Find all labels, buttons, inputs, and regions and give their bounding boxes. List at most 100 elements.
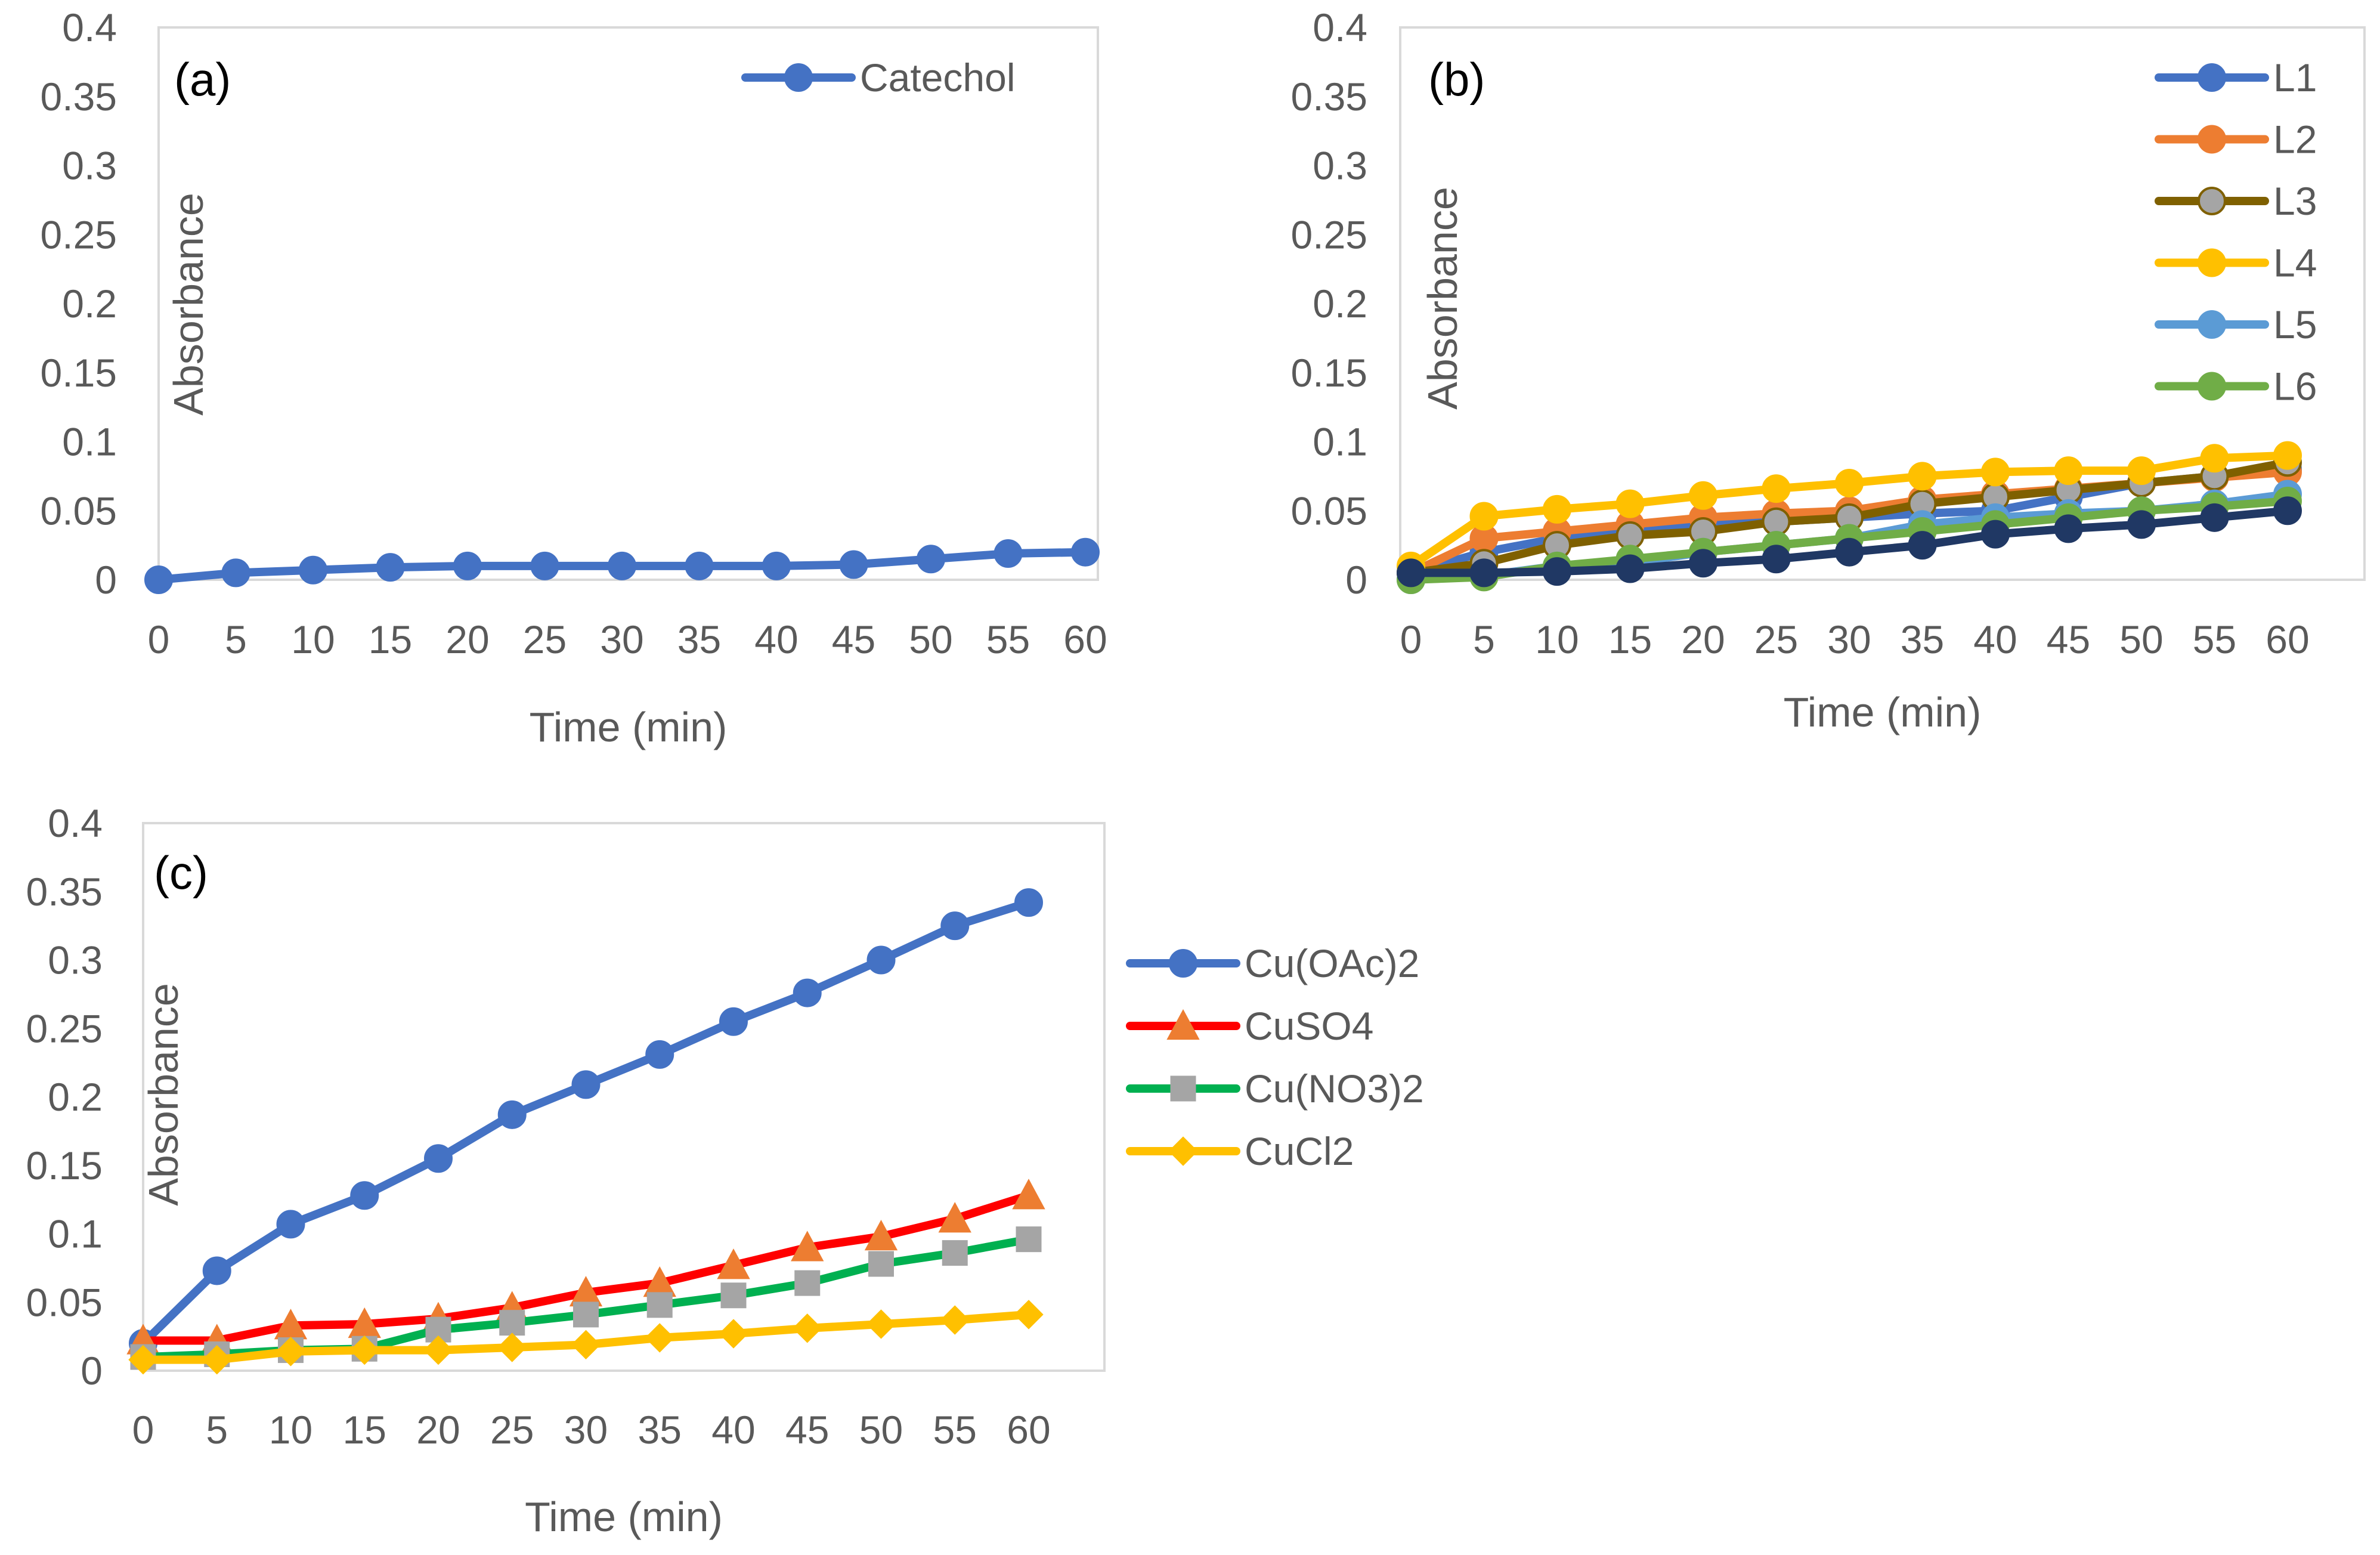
x-tick-label: 15 <box>343 1408 386 1452</box>
data-point <box>1543 494 1571 524</box>
data-point <box>1835 468 1864 497</box>
data-point <box>299 555 327 585</box>
data-point <box>221 558 250 588</box>
data-point <box>276 1210 305 1239</box>
y-tick-label: 0.2 <box>1313 282 1367 326</box>
data-point <box>1689 481 1717 510</box>
y-tick-label: 0.15 <box>41 351 117 395</box>
data-point <box>530 551 559 580</box>
data-point <box>2200 503 2229 532</box>
data-point <box>1543 557 1571 586</box>
plot-area <box>1399 26 2366 581</box>
legend-item: CuSO4 <box>1126 1004 1373 1048</box>
data-point <box>793 978 822 1007</box>
y-tick-label: 0.3 <box>1313 144 1367 188</box>
legend-item: L4 <box>2155 241 2317 285</box>
y-axis-title: Absorbance <box>140 983 187 1206</box>
legend-label: Catechol <box>860 55 1016 100</box>
legend-label: CuSO4 <box>1245 1004 1373 1048</box>
data-point <box>2127 456 2156 486</box>
legend-item: L3 <box>2155 179 2317 223</box>
x-tick-label: 50 <box>2119 617 2163 661</box>
data-point <box>350 1181 379 1210</box>
x-tick-label: 55 <box>2193 617 2236 661</box>
y-tick-label: 0.1 <box>62 420 117 464</box>
legend-label: L6 <box>2273 364 2317 409</box>
data-point <box>719 1007 748 1036</box>
x-axis-title: Time (min) <box>530 704 728 750</box>
data-point <box>349 1335 379 1365</box>
series-cucl2 <box>128 1300 1044 1375</box>
legend-swatch-marker <box>2198 187 2226 215</box>
series-unlabeled <box>1397 496 2302 588</box>
legend-swatch-marker <box>2198 63 2226 92</box>
legend-swatch-marker <box>2198 310 2226 339</box>
x-tick-label: 55 <box>986 617 1030 661</box>
data-point <box>2273 496 2302 525</box>
plot-area <box>157 26 1099 581</box>
x-tick-label: 60 <box>1007 1408 1050 1452</box>
data-point <box>719 1319 748 1349</box>
data-point <box>423 1335 453 1365</box>
legend-item: Cu(NO3)2 <box>1126 1066 1424 1111</box>
data-point <box>499 1310 525 1336</box>
x-tick-label: 0 <box>148 617 170 661</box>
x-tick-label: 30 <box>564 1408 608 1452</box>
x-tick-label: 5 <box>1473 617 1495 661</box>
y-tick-label: 0.1 <box>1313 420 1367 464</box>
data-point <box>497 1100 527 1129</box>
data-point <box>868 1251 894 1277</box>
data-point <box>1981 457 2010 487</box>
data-point <box>1014 1300 1044 1330</box>
data-point <box>1981 520 2010 549</box>
x-tick-label: 25 <box>1754 617 1798 661</box>
legend: Cu(OAc)2 CuSO4 Cu(NO3)2 CuCl2 <box>1126 941 1424 1173</box>
x-tick-label: 30 <box>1827 617 1871 661</box>
y-axis-title: Absorbance <box>1419 187 1466 410</box>
legend-item: L5 <box>2155 302 2317 347</box>
data-point <box>128 1344 158 1375</box>
data-point <box>1908 462 1937 491</box>
data-point <box>2054 514 2083 543</box>
y-tick-label: 0.05 <box>1291 489 1367 533</box>
y-tick-label: 0.05 <box>26 1280 103 1324</box>
data-point <box>720 1282 747 1309</box>
y-tick-label: 0.3 <box>62 144 117 188</box>
data-point <box>1016 1226 1042 1253</box>
plot-area <box>142 822 1106 1372</box>
data-point <box>1689 549 1717 578</box>
legend-label: Cu(OAc)2 <box>1245 941 1419 985</box>
legend: L1 L2 L3 L4 L5 L6 <box>2155 55 2317 409</box>
legend-item: CuCl2 <box>1126 1129 1354 1173</box>
data-point <box>994 539 1023 568</box>
data-point <box>762 551 791 580</box>
legend-item: L6 <box>2155 364 2317 409</box>
x-tick-label: 10 <box>291 617 335 661</box>
y-tick-label: 0.05 <box>41 489 117 533</box>
x-axis-title: Time (min) <box>1784 689 1982 735</box>
y-tick-label: 0.35 <box>26 870 103 914</box>
y-tick-label: 0.3 <box>48 938 103 982</box>
series-catechol <box>144 537 1100 594</box>
x-tick-label: 40 <box>754 617 798 661</box>
x-tick-label: 5 <box>225 617 247 661</box>
x-tick-label: 55 <box>933 1408 977 1452</box>
x-tick-label: 15 <box>369 617 412 661</box>
data-point <box>424 1144 453 1173</box>
legend: Catechol <box>741 55 1016 100</box>
series-l4 <box>1397 441 2302 580</box>
data-point <box>1397 558 1425 588</box>
data-point <box>791 1231 824 1262</box>
data-point <box>645 1040 674 1069</box>
data-point <box>864 1219 898 1251</box>
y-tick-label: 0.2 <box>48 1075 103 1119</box>
data-point <box>2054 456 2083 486</box>
x-tick-label: 40 <box>1973 617 2017 661</box>
x-axis-title: Time (min) <box>525 1494 723 1540</box>
x-tick-label: 5 <box>206 1408 228 1452</box>
x-tick-label: 45 <box>2047 617 2090 661</box>
y-tick-label: 0 <box>81 1349 103 1393</box>
data-point <box>793 1313 822 1343</box>
chart-panel-b: 0 0.05 0.1 0.15 0.2 0.25 0.3 0.35 0.4 0 5 10 15 20 25 3… <box>1291 5 2366 735</box>
